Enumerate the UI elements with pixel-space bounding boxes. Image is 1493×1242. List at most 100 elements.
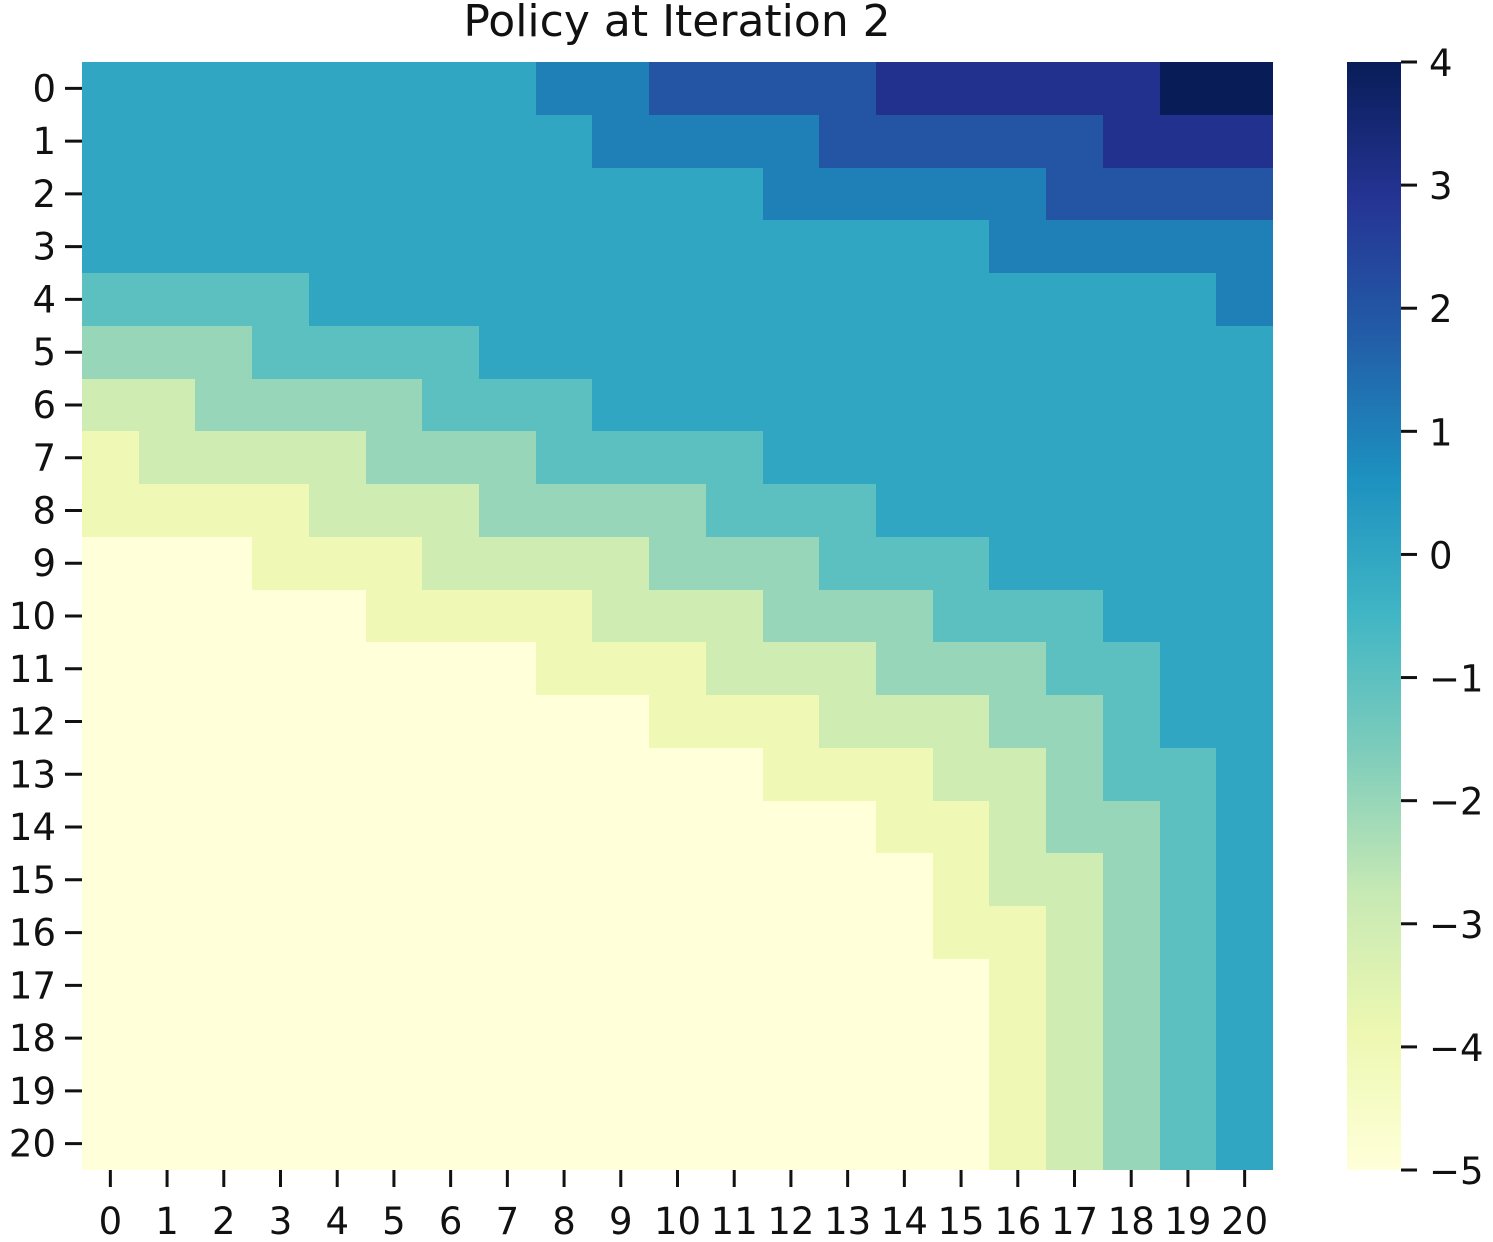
heatmap-cell (763, 273, 819, 326)
colorbar-tick-label: 3 (1429, 165, 1453, 208)
heatmap-cell (706, 695, 763, 748)
colorbar-ticks: 4 3 2 1 0 −1 −2 −3 −4 −5 (1401, 42, 1484, 1193)
heatmap-cell (195, 115, 252, 168)
heatmap-cell (989, 853, 1046, 906)
heatmap-cell (763, 1064, 819, 1117)
heatmap-cell (649, 1064, 706, 1117)
heatmap-cell (819, 273, 876, 326)
heatmap-cell (1160, 853, 1216, 906)
heatmap-cell (706, 431, 763, 484)
heatmap-cell (649, 642, 706, 695)
heatmap-cell (819, 1117, 876, 1170)
heatmap-cell (1103, 1012, 1160, 1064)
heatmap-cell (819, 326, 876, 379)
heatmap-cell (366, 326, 422, 379)
heatmap-cell (195, 1064, 252, 1117)
heatmap-cell (933, 1012, 989, 1064)
heatmap-cell (479, 590, 536, 642)
heatmap-cell (876, 273, 933, 326)
y-tick-label: 4 (32, 278, 56, 321)
colorbar-tick-label: −4 (1429, 1027, 1484, 1070)
y-tick-label: 13 (9, 753, 56, 796)
heatmap-cell (1160, 801, 1216, 853)
x-tick-label: 6 (439, 1200, 463, 1242)
heatmap-cell (195, 959, 252, 1012)
heatmap-cell (195, 748, 252, 801)
heatmap-cell (195, 853, 252, 906)
heatmap-cell (1216, 115, 1273, 168)
colorbar-tick-label: 4 (1429, 42, 1453, 85)
heatmap-cell (1216, 168, 1273, 220)
heatmap-cell (763, 537, 819, 590)
heatmap-cell (366, 168, 422, 220)
x-tick-label: 13 (824, 1200, 871, 1242)
heatmap-cell (82, 590, 139, 642)
heatmap-cell (139, 168, 195, 220)
heatmap-cell (1046, 326, 1103, 379)
heatmap-cell (649, 273, 706, 326)
heatmap-cell (989, 326, 1046, 379)
heatmap-cell (536, 1012, 592, 1064)
heatmap-cell (195, 801, 252, 853)
heatmap-cell (139, 959, 195, 1012)
heatmap-cell (706, 590, 763, 642)
heatmap-cell (82, 853, 139, 906)
heatmap-cell (933, 906, 989, 959)
heatmap-cell (1103, 537, 1160, 590)
heatmap-cell (309, 273, 366, 326)
heatmap-cell (1046, 220, 1103, 273)
heatmap-cell (649, 1012, 706, 1064)
heatmap-cell (1046, 168, 1103, 220)
heatmap-cell (933, 484, 989, 537)
heatmap-cell (195, 537, 252, 590)
heatmap-cell (592, 695, 649, 748)
colorbar-tick-label: 2 (1429, 288, 1453, 331)
heatmap-cell (763, 62, 819, 115)
heatmap-cell (1160, 695, 1216, 748)
heatmap-cell (649, 220, 706, 273)
colorbar-tick-label: 0 (1429, 534, 1453, 577)
heatmap-cell (82, 748, 139, 801)
heatmap-cell (706, 1012, 763, 1064)
heatmap-cell (933, 853, 989, 906)
heatmap-cell (82, 1117, 139, 1170)
heatmap-cell (1103, 431, 1160, 484)
heatmap-cell (536, 62, 592, 115)
heatmap-cell (252, 695, 309, 748)
heatmap-cell (479, 695, 536, 748)
heatmap-cell (933, 273, 989, 326)
heatmap-cell (252, 379, 309, 431)
heatmap-cell (252, 62, 309, 115)
heatmap-cell (933, 62, 989, 115)
heatmap-cell (1216, 326, 1273, 379)
heatmap-cell (1216, 801, 1273, 853)
heatmap-cell (422, 1117, 479, 1170)
heatmap-cell (536, 273, 592, 326)
heatmap-cell (479, 642, 536, 695)
heatmap-cell (1103, 959, 1160, 1012)
heatmap-cell (1103, 748, 1160, 801)
heatmap-cell (989, 220, 1046, 273)
heatmap-cell (422, 959, 479, 1012)
heatmap-cell (536, 1117, 592, 1170)
heatmap-cell (195, 1012, 252, 1064)
heatmap-cell (876, 642, 933, 695)
heatmap-cell (819, 1064, 876, 1117)
heatmap-cell (139, 537, 195, 590)
heatmap-cell (1216, 748, 1273, 801)
heatmap-cell (366, 801, 422, 853)
heatmap-cell (252, 959, 309, 1012)
heatmap-cell (139, 801, 195, 853)
heatmap-cell (1103, 326, 1160, 379)
heatmap-cell (536, 642, 592, 695)
heatmap-cell (763, 853, 819, 906)
x-tick-label: 9 (609, 1200, 633, 1242)
heatmap-cell (536, 220, 592, 273)
heatmap-cell (366, 379, 422, 431)
heatmap-cell (195, 220, 252, 273)
heatmap-cell (876, 1012, 933, 1064)
heatmap-cell (1160, 168, 1216, 220)
heatmap-cell (876, 431, 933, 484)
heatmap-cell (479, 273, 536, 326)
heatmap-cell (195, 326, 252, 379)
